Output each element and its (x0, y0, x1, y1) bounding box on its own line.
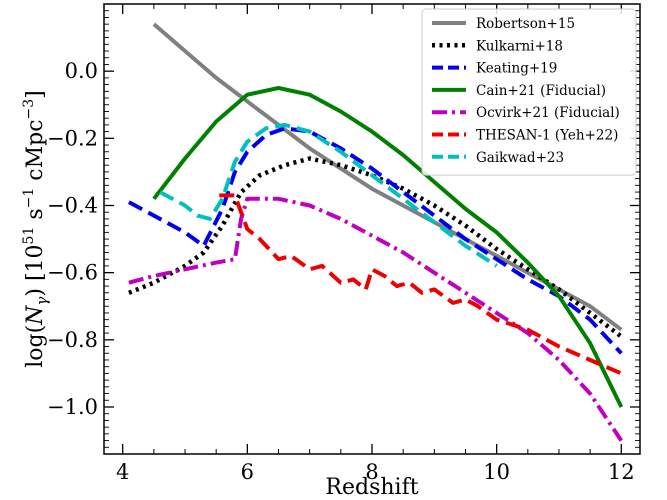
legend-label-1: Kulkarni+18 (476, 38, 563, 54)
legend: Robertson+15 Kulkarni+18 Keating+19 Cain+21… (421, 8, 637, 176)
legend-box (421, 8, 637, 176)
x-tick-label: 4 (116, 460, 129, 484)
series-line-1 (128, 156, 623, 339)
ticks-layer: 4 6 8 10 12 0.0 −0.2 −0.4 −0.6 −0.8 −1.0 (47, 4, 640, 484)
legend-label-2: Keating+19 (476, 61, 557, 77)
plot-frame (103, 3, 641, 455)
series-line-6 (159, 122, 498, 268)
legend-label-0: Robertson+15 (476, 16, 575, 32)
series-line-5 (219, 193, 623, 376)
series-line-3 (152, 86, 624, 408)
y-tick-label: −0.8 (47, 328, 98, 352)
x-tick-label: 10 (483, 460, 510, 484)
x-tick-label: 6 (241, 460, 254, 484)
y-tick-label: −1.0 (47, 395, 98, 419)
y-tick-label: 0.0 (65, 59, 98, 83)
y-tick-label: −0.6 (47, 261, 98, 285)
legend-label-3: Cain+21 (Fiducial) (476, 83, 606, 99)
x-axis-label: Redshift (325, 475, 418, 500)
series-layer (127, 22, 624, 442)
x-tick-label: 8 (365, 460, 378, 484)
legend-label-4: Ocvirk+21 (Fiducial) (476, 105, 620, 121)
legend-label-5: THESAN-1 (Yeh+22) (476, 128, 618, 144)
y-tick-label: −0.2 (47, 126, 98, 150)
series-line-4 (128, 196, 623, 442)
legend-label-6: Gaikwad+23 (476, 150, 564, 166)
x-tick-label: 12 (608, 460, 635, 484)
n-dot-symbol: N (23, 305, 48, 326)
y-axis-label: log(Nγ) [1051 s−1 cMpc−3] (21, 90, 51, 368)
y-tick-label: −0.4 (47, 193, 98, 217)
